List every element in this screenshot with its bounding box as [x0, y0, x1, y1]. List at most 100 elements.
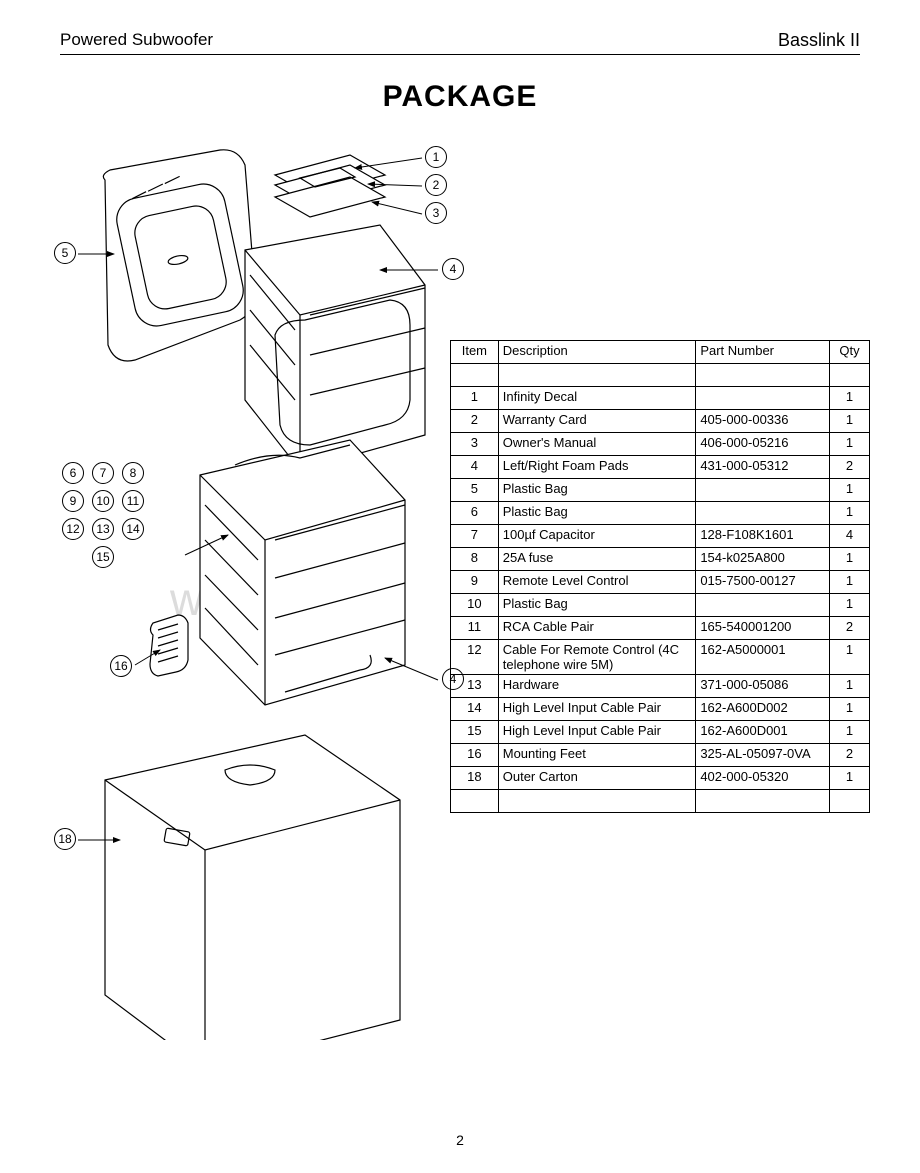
- col-qty: Qty: [829, 341, 869, 364]
- table-cell: 325-AL-05097-0VA: [696, 744, 830, 767]
- table-cell: 8: [451, 548, 499, 571]
- callout-11: 11: [122, 490, 144, 512]
- page-title: PACKAGE: [0, 80, 920, 114]
- table-cell: Plastic Bag: [498, 502, 696, 525]
- exploded-diagram: 1 2 3 4 5 6 7 8 9 10 11 12 13 14 15 4 16…: [50, 140, 450, 1040]
- foam-top-icon: [245, 225, 425, 470]
- table-cell: 3: [451, 433, 499, 456]
- table-cell: 6: [451, 502, 499, 525]
- table-cell: [696, 364, 830, 387]
- table-cell: [829, 364, 869, 387]
- table-cell: 1: [829, 387, 869, 410]
- table-cell: 162-A5000001: [696, 640, 830, 675]
- table-cell: RCA Cable Pair: [498, 617, 696, 640]
- table-cell: 7: [451, 525, 499, 548]
- subwoofer-icon: [103, 150, 255, 361]
- table-cell: 14: [451, 698, 499, 721]
- table-cell: 402-000-05320: [696, 767, 830, 790]
- table-row: 12Cable For Remote Control (4C telephone…: [451, 640, 870, 675]
- table-cell: High Level Input Cable Pair: [498, 698, 696, 721]
- table-cell: 015-7500-00127: [696, 571, 830, 594]
- table-row: 11RCA Cable Pair165-5400012002: [451, 617, 870, 640]
- callout-5: 5: [54, 242, 76, 264]
- table-row: 2Warranty Card405-000-003361: [451, 410, 870, 433]
- table-row: [451, 790, 870, 813]
- table-row: 10Plastic Bag1: [451, 594, 870, 617]
- header-rule: [60, 54, 860, 55]
- foam-bottom-icon: [200, 440, 405, 705]
- table-cell: 12: [451, 640, 499, 675]
- callout-12: 12: [62, 518, 84, 540]
- page: Powered Subwoofer Basslink II PACKAGE ww…: [0, 0, 920, 1173]
- table-cell: 2: [829, 617, 869, 640]
- table-cell: Mounting Feet: [498, 744, 696, 767]
- page-number: 2: [0, 1132, 920, 1148]
- col-desc: Description: [498, 341, 696, 364]
- table-row: 18Outer Carton402-000-053201: [451, 767, 870, 790]
- table-cell: 1: [829, 410, 869, 433]
- callout-3: 3: [425, 202, 447, 224]
- mounting-feet-icon: [150, 615, 188, 676]
- table-cell: [696, 479, 830, 502]
- table-cell: 10: [451, 594, 499, 617]
- col-part: Part Number: [696, 341, 830, 364]
- table-cell: [696, 594, 830, 617]
- table-cell: 406-000-05216: [696, 433, 830, 456]
- callout-13: 13: [92, 518, 114, 540]
- table-cell: Warranty Card: [498, 410, 696, 433]
- callout-7: 7: [92, 462, 114, 484]
- table-cell: [498, 790, 696, 813]
- table-cell: [829, 790, 869, 813]
- table-cell: 1: [829, 721, 869, 744]
- table-cell: 2: [829, 456, 869, 479]
- table-cell: 1: [829, 433, 869, 456]
- table-cell: 4: [451, 456, 499, 479]
- table-cell: 1: [829, 767, 869, 790]
- callout-14: 14: [122, 518, 144, 540]
- table-cell: Plastic Bag: [498, 479, 696, 502]
- table-cell: 154-k025A800: [696, 548, 830, 571]
- table-cell: 431-000-05312: [696, 456, 830, 479]
- table-cell: 11: [451, 617, 499, 640]
- table-row: 1Infinity Decal1: [451, 387, 870, 410]
- callout-2: 2: [425, 174, 447, 196]
- table-cell: 162-A600D002: [696, 698, 830, 721]
- table-row: 13Hardware371-000-050861: [451, 675, 870, 698]
- table-cell: Hardware: [498, 675, 696, 698]
- outer-carton-icon: [105, 735, 400, 1040]
- table-cell: 405-000-00336: [696, 410, 830, 433]
- table-cell: [498, 364, 696, 387]
- table-cell: Remote Level Control: [498, 571, 696, 594]
- callout-16: 16: [110, 655, 132, 677]
- header-right: Basslink II: [778, 30, 860, 51]
- table-row: [451, 364, 870, 387]
- table-cell: 128-F108K1601: [696, 525, 830, 548]
- table-cell: 1: [829, 548, 869, 571]
- header-left: Powered Subwoofer: [60, 30, 213, 50]
- table-cell: Plastic Bag: [498, 594, 696, 617]
- table-cell: 18: [451, 767, 499, 790]
- table-cell: [696, 790, 830, 813]
- table-cell: 13: [451, 675, 499, 698]
- table-cell: 165-540001200: [696, 617, 830, 640]
- callout-8: 8: [122, 462, 144, 484]
- table-cell: 9: [451, 571, 499, 594]
- table-cell: Left/Right Foam Pads: [498, 456, 696, 479]
- table-cell: [451, 790, 499, 813]
- table-row: 7100µf Capacitor128-F108K16014: [451, 525, 870, 548]
- table-cell: 4: [829, 525, 869, 548]
- callout-9: 9: [62, 490, 84, 512]
- table-cell: 15: [451, 721, 499, 744]
- table-cell: Outer Carton: [498, 767, 696, 790]
- table-cell: 16: [451, 744, 499, 767]
- table-row: 15High Level Input Cable Pair162-A600D00…: [451, 721, 870, 744]
- table-row: 14High Level Input Cable Pair162-A600D00…: [451, 698, 870, 721]
- table-cell: [696, 502, 830, 525]
- table-row: 3Owner's Manual406-000-052161: [451, 433, 870, 456]
- table-cell: [451, 364, 499, 387]
- table-cell: 1: [829, 479, 869, 502]
- callout-4a: 4: [442, 258, 464, 280]
- table-cell: High Level Input Cable Pair: [498, 721, 696, 744]
- table-cell: 1: [451, 387, 499, 410]
- callout-6: 6: [62, 462, 84, 484]
